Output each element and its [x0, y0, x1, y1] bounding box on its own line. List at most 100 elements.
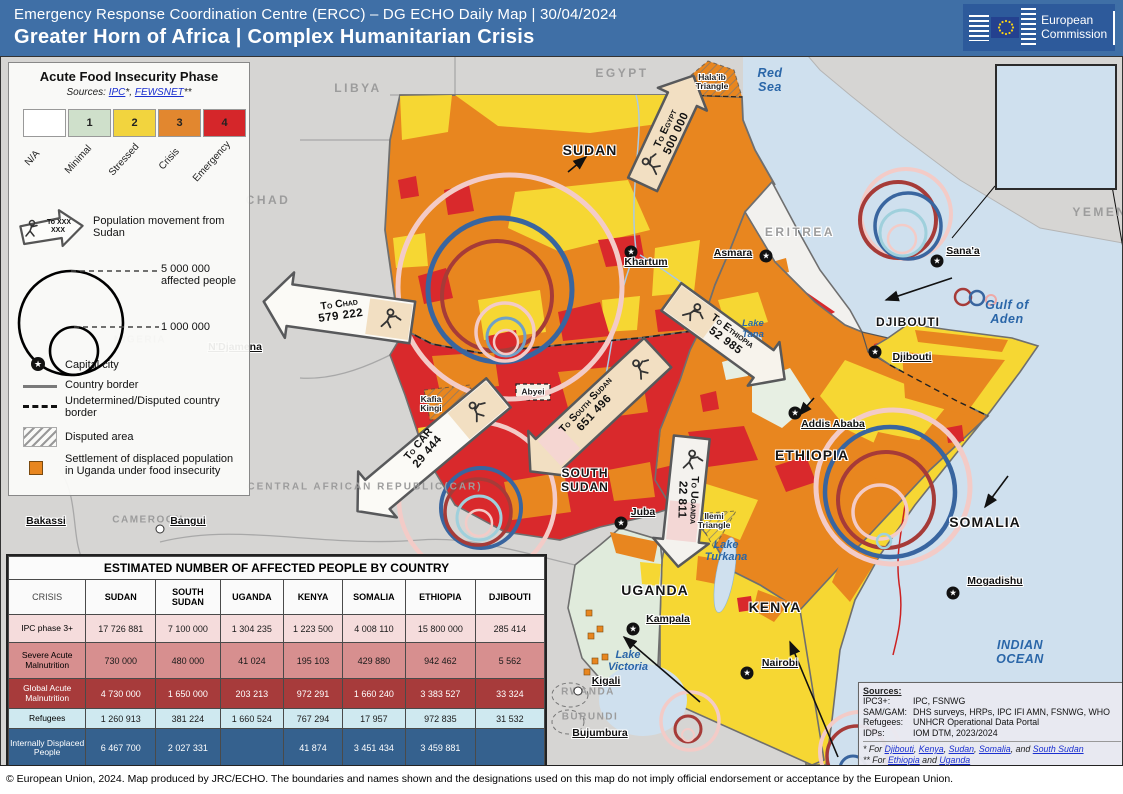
affected-people-table: ESTIMATED NUMBER OF AFFECTED PEOPLE BY C…	[6, 554, 547, 770]
sources-box-title: Sources:	[863, 686, 902, 696]
phase-swatch-2: 2	[113, 109, 156, 137]
label-gulf-of-aden: Gulf of Aden	[985, 298, 1029, 326]
uganda-link[interactable]: Uganda	[939, 754, 971, 765]
label-bakassi: Bakassi	[26, 515, 66, 527]
footer-bar: © European Union, 2024. Map produced by …	[0, 765, 1123, 794]
south-sudan-link[interactable]: South Sudan	[1032, 743, 1084, 754]
label-south-sudan: SOUTH SUDAN	[561, 466, 609, 494]
label-djibouti-city: Djibouti	[892, 351, 932, 363]
ec-logo-stripes-left	[969, 14, 990, 41]
movement-icon-text2: XXX	[51, 227, 66, 234]
label-juba: Juba	[630, 506, 656, 518]
source-row-ipc: IPC3+: IPC, FSNWG	[863, 696, 966, 706]
djibouti-link[interactable]: Djibouti	[884, 743, 914, 754]
phase-label-na: N/A	[22, 148, 43, 169]
label-kampala: Kampala	[646, 613, 690, 625]
arrow-to-chad	[262, 271, 417, 345]
page-title: Greater Horn of Africa | Complex Humanit…	[14, 26, 535, 48]
label-rwanda: RWANDA	[561, 686, 615, 698]
label-libya: LIBYA	[334, 81, 382, 95]
label-abyei: Abyei	[521, 386, 545, 397]
bangui-dot-icon	[155, 524, 165, 534]
phase-label-2: Stressed	[106, 141, 142, 179]
circle-small-label: 1 000 000	[161, 321, 210, 333]
label-bangui: Bangui	[170, 515, 206, 527]
legend-undetermined-label: Undetermined/Disputed country border	[65, 395, 220, 420]
addis-star-icon: ★	[788, 406, 802, 420]
table-row-sam: Severe Acute Malnutrition 730 000 480 00…	[7, 642, 546, 679]
footer-disclaimer: © European Union, 2024. Map produced by …	[6, 773, 954, 785]
header-subtitle: Emergency Response Coordination Centre (…	[14, 6, 618, 23]
label-yemen: YEMEN	[1072, 205, 1123, 219]
table-row-idp: Internally Displaced People 6 467 700 2 …	[7, 728, 546, 768]
phase-label-3: Crisis	[156, 146, 182, 173]
movement-legend-label: Population movement from Sudan	[93, 215, 225, 240]
kampala-star-icon: ★	[626, 622, 640, 636]
inset-frame	[995, 64, 1117, 190]
label-egypt: EGYPT	[595, 66, 649, 80]
header-bar: Emergency Response Coordination Centre (…	[0, 0, 1123, 56]
table-row-refugees: Refugees 1 260 913 381 224 1 660 524 767…	[7, 708, 546, 729]
label-ilemi: Ilemi Triangle	[697, 511, 731, 530]
label-somalia: SOMALIA	[949, 514, 1021, 530]
sources-box: Sources: IPC3+: IPC, FSNWG SAM/GAM: DHS su…	[858, 682, 1123, 769]
label-sanaa: Sana'a	[946, 245, 980, 257]
phase-swatch-na	[23, 109, 66, 137]
affected-circles-icon	[17, 269, 159, 377]
label-uganda: UGANDA	[621, 582, 689, 598]
ec-logo-divider	[1113, 10, 1115, 45]
movement-arrows-shapes	[262, 74, 786, 568]
circle-big-label: 5 000 000 affected people	[161, 263, 237, 288]
arrow-text-uganda: To Uganda 22 811	[675, 475, 701, 525]
legend-panel: Acute Food Insecurity Phase Sources: IPC…	[8, 62, 250, 496]
label-nairobi: Nairobi	[761, 657, 799, 669]
label-khartum: Khartum	[624, 256, 668, 268]
arrow-to-ethiopia	[660, 281, 786, 387]
european-commission-logo: European Commission	[963, 4, 1115, 51]
ethiopia-link[interactable]: Ethiopia	[887, 754, 920, 765]
sudan-link[interactable]: Sudan	[948, 743, 975, 754]
ipc-link[interactable]: IPC	[108, 87, 126, 98]
sources-note-1: * For Djibouti, Kenya, Sudan, Somalia, a…	[863, 740, 1121, 766]
somalia-link[interactable]: Somalia	[978, 743, 1011, 754]
label-halaib: Hala'ib Triangle	[695, 72, 729, 91]
arrow-to-egypt	[626, 74, 709, 193]
disputed-area-icon	[23, 427, 57, 447]
label-kigali: Kigali	[591, 675, 621, 687]
ec-logo-text: European Commission	[1041, 13, 1108, 41]
legend-disputed-label: Disputed area	[65, 431, 134, 443]
label-eritrea: ERITREA	[764, 225, 836, 239]
phase-swatch-1: 1	[68, 109, 111, 137]
arrow-to-south-sudan	[526, 336, 673, 478]
label-djibouti: DJIBOUTI	[875, 315, 941, 329]
fewsnet-link[interactable]: FEWSNET	[134, 87, 184, 98]
asmara-star-icon: ★	[759, 249, 773, 263]
label-kafia-kingi: Kafia Kingi	[420, 394, 442, 413]
label-ethiopia: ETHIOPIA	[774, 447, 850, 463]
capital-city-icon: ★	[31, 357, 45, 371]
table-row-gam: Global Acute Malnutrition 4 730 000 1 65…	[7, 678, 546, 709]
label-bujumbura: Bujumbura	[572, 727, 628, 739]
sea-red-sea-indian-ocean	[743, 56, 1123, 765]
settlement-squares	[583, 609, 609, 676]
khartum-star-icon: ★	[624, 245, 638, 259]
label-red-sea: Red Sea	[757, 66, 783, 94]
label-lake-tana: Lake Tana	[742, 318, 764, 340]
label-sudan: SUDAN	[562, 142, 618, 158]
label-car: CENTRAL AFRICAN REPUBLIC(CAR)	[247, 481, 483, 493]
juba-star-icon: ★	[614, 516, 628, 530]
kigali-dot-icon	[573, 686, 583, 696]
phase-label-4: Emergency	[190, 139, 233, 185]
kenya-link[interactable]: Kenya	[918, 743, 944, 754]
arrow-to-car	[356, 377, 512, 519]
label-chad: CHAD	[245, 193, 291, 207]
label-kenya: KENYA	[748, 599, 802, 615]
label-cameroon: CAMEROON	[112, 514, 184, 526]
phase-label-1: Minimal	[62, 143, 95, 177]
nairobi-star-icon: ★	[740, 666, 754, 680]
table-row-ipc3: IPC phase 3+ 17 726 881 7 100 000 1 304 …	[7, 614, 546, 643]
ec-logo-stripes-right	[1021, 7, 1037, 48]
sanaa-star-icon: ★	[930, 254, 944, 268]
